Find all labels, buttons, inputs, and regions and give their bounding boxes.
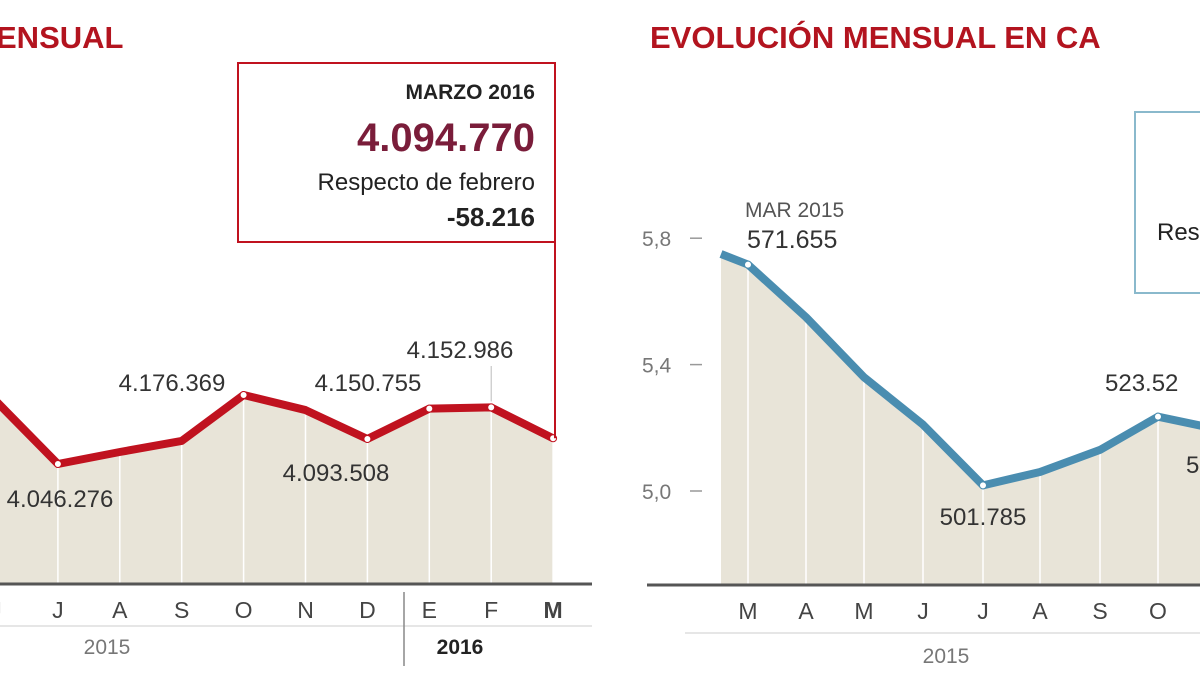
x-tick-label: N (297, 597, 314, 623)
data-label: 4.093.508 (283, 460, 390, 487)
callout-label: Respecto de febrero (318, 169, 535, 196)
year-label-2016: 2016 (437, 636, 484, 659)
x-tick-label: O (1149, 598, 1167, 624)
x-tick-label: S (1092, 598, 1107, 624)
x-tick-label: S (174, 597, 189, 623)
y-tick-label: 5,8 (642, 228, 671, 251)
series-line-right (719, 250, 1200, 490)
series-line-left (0, 391, 555, 468)
data-point (239, 391, 248, 400)
x-tick-label: J (917, 598, 929, 624)
x-tick-label: D (359, 597, 376, 623)
data-point (425, 404, 434, 413)
year-label-2015: 2015 (923, 645, 970, 668)
data-point (979, 481, 987, 490)
data-label-sub: MAR 2015 (745, 199, 844, 222)
data-label: 5 (1186, 452, 1199, 479)
x-tick-label: M (544, 597, 563, 623)
y-tick-label: 5,0 (642, 481, 671, 504)
data-label: 523.52 (1105, 370, 1178, 397)
x-tick-label: A (1032, 598, 1048, 624)
data-point (53, 460, 62, 468)
x-tick-label: A (798, 598, 814, 624)
x-tick-label: F (484, 597, 498, 623)
data-label: 4.150.755 (315, 370, 422, 397)
x-tick-label: O (235, 597, 253, 623)
x-tick-label: M (854, 598, 873, 624)
x-tick-label: J (0, 597, 2, 623)
chart-title-right: EVOLUCIÓN MENSUAL EN CA (650, 19, 1101, 55)
x-tick-label: J (977, 598, 989, 624)
chart-title-left: ENSUAL (0, 20, 123, 55)
callout-change: -58.216 (447, 202, 535, 232)
callout-label: Res (1157, 219, 1200, 246)
data-point (487, 403, 496, 412)
data-point (363, 434, 372, 443)
data-point (1154, 412, 1162, 421)
data-label: 571.655 (747, 226, 837, 254)
x-tick-label: A (112, 597, 128, 623)
data-label: 4.152.986 (407, 337, 514, 364)
x-tick-label: J (52, 597, 64, 623)
callout-title: MARZO 2016 (405, 81, 535, 104)
data-label: 4.046.276 (7, 486, 114, 513)
callout-box-left (237, 62, 556, 243)
area-fill-right (721, 254, 1200, 585)
callout-value: 4.094.770 (357, 116, 535, 160)
x-tick-label: M (738, 598, 757, 624)
x-tick-label: E (422, 597, 437, 623)
data-label: 501.785 (940, 504, 1027, 531)
callout-box-right (1134, 111, 1200, 294)
data-label: 4.176.369 (119, 370, 226, 397)
y-tick-label: 5,4 (642, 355, 672, 378)
area-fill-left (0, 395, 554, 584)
year-label-2015: 2015 (84, 636, 131, 659)
data-point (744, 260, 752, 269)
